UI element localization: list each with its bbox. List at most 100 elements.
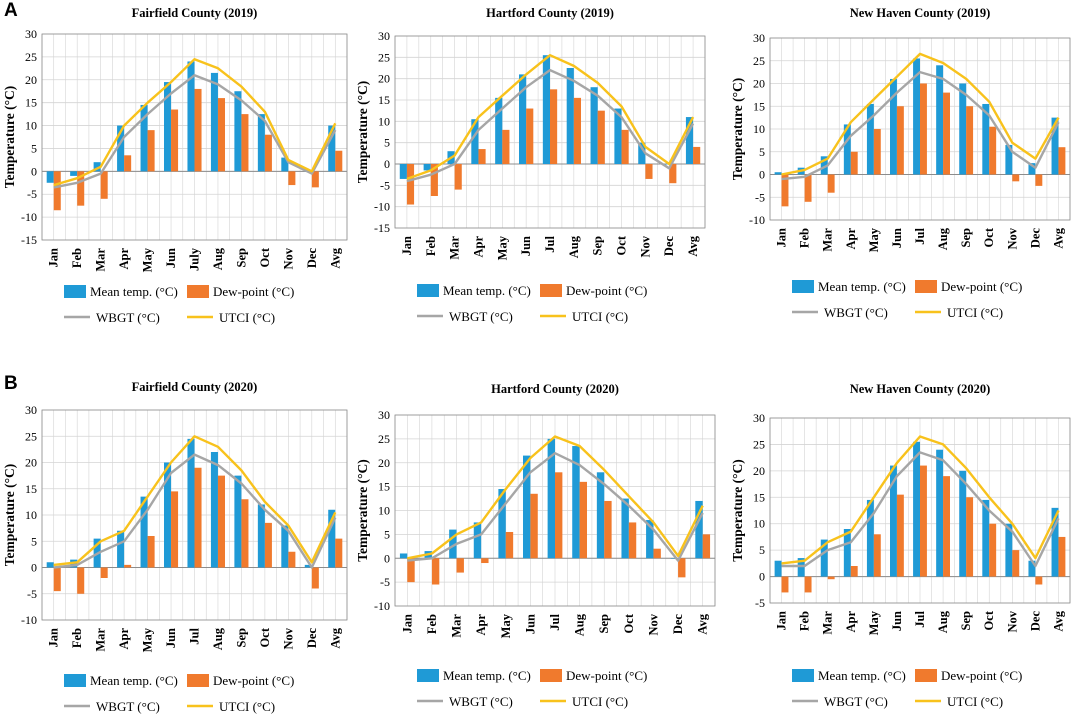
dew-point-bar	[693, 146, 701, 164]
x-tick-label: Avg	[686, 235, 700, 256]
panel-label-a: A	[4, 0, 18, 21]
chart-title: New Haven County (2019)	[850, 6, 991, 20]
mean-temp-bar	[638, 142, 646, 164]
x-tick-label: Dec	[305, 248, 319, 269]
legend-wbgt: WBGT (°C)	[417, 309, 513, 324]
legend-wbgt: WBGT (°C)	[792, 694, 888, 709]
dew-point-bar	[430, 164, 438, 196]
dew-point-bar	[454, 164, 462, 190]
x-tick-label: May	[867, 610, 881, 635]
y-tick-label: 25	[378, 432, 390, 446]
dew-point-bar	[1058, 536, 1066, 577]
y-tick-label: -5	[755, 190, 765, 204]
legend-dew-point: Dew-point (°C)	[187, 284, 294, 299]
mean-temp-bar	[328, 509, 336, 568]
y-tick-label: 10	[378, 114, 390, 128]
x-tick-label: Mar	[448, 236, 462, 260]
dew-point-bar	[406, 164, 415, 205]
x-tick-label: Oct	[982, 610, 996, 630]
mean-temp-bar	[913, 58, 920, 175]
x-tick-label: Feb	[70, 628, 84, 648]
legend-dew-point: Dew-point (°C)	[915, 668, 1022, 683]
chart-2: -15 -10 -5 0 5 10 15 20 25 30 Jan Feb Mar Apr May Jun Ju…	[355, 6, 706, 324]
x-tick-label: Oct	[622, 613, 636, 633]
dew-point-bar	[628, 522, 637, 559]
dew-point-bar	[669, 164, 677, 184]
legend-dew-point: Dew-point (°C)	[187, 673, 294, 688]
x-tick-label: Avg	[696, 613, 710, 634]
x-tick-label: Apr	[117, 628, 131, 650]
x-tick-label: Jun	[890, 611, 904, 631]
y-tick-label: 30	[753, 411, 765, 425]
x-tick-label: Feb	[424, 236, 438, 256]
x-tick-label: Dec	[305, 628, 319, 649]
x-tick-label: Sep	[591, 236, 605, 256]
y-axis-label: Temperature (°C)	[2, 464, 17, 567]
mean-temp-bar	[117, 125, 125, 172]
dew-point-bar	[288, 551, 296, 568]
y-tick-label: 0	[759, 168, 765, 182]
dew-point-bar	[873, 129, 881, 175]
dew-point-bar	[1058, 147, 1066, 175]
chart-title: Hartford County (2019)	[486, 6, 614, 20]
x-tick-label: Oct	[258, 627, 272, 647]
x-tick-label: July	[188, 247, 202, 271]
y-tick-label: -5	[27, 587, 37, 601]
legend-label: Dew-point (°C)	[566, 283, 647, 298]
dew-point-bar	[530, 493, 538, 559]
x-tick-label: Apr	[471, 236, 485, 258]
utci-line	[781, 435, 1060, 565]
mean-temp-bar	[140, 104, 148, 172]
legend-label: Dew-point (°C)	[941, 279, 1022, 294]
legend-mean-temp: Mean temp. (°C)	[417, 668, 531, 683]
legend-dew-point: Dew-point (°C)	[915, 279, 1022, 294]
mean-temp-bar	[140, 496, 148, 568]
legend-label: WBGT (°C)	[824, 305, 888, 320]
dew-point-bar	[597, 110, 605, 164]
legend-wbgt: WBGT (°C)	[64, 310, 160, 325]
dew-point-bar	[100, 171, 108, 199]
legend-label: UTCI (°C)	[572, 309, 628, 324]
x-tick-label: Apr	[844, 611, 858, 633]
legend-label: UTCI (°C)	[572, 694, 628, 709]
x-tick-label: Nov	[646, 613, 660, 635]
dew-point-bar	[53, 171, 61, 211]
x-tick-label: Feb	[798, 611, 812, 631]
legend-mean-temp: Mean temp. (°C)	[417, 283, 531, 298]
legend-swatch	[417, 284, 439, 297]
dew-point-bar	[621, 129, 629, 164]
dew-point-bar	[550, 89, 558, 164]
x-tick-label: Oct	[615, 235, 629, 255]
mean-temp-bar	[774, 172, 782, 175]
dew-point-bar	[678, 558, 686, 578]
dew-point-bar	[194, 88, 202, 172]
y-tick-label: 20	[378, 72, 390, 86]
legend-dew-point: Dew-point (°C)	[540, 283, 647, 298]
mean-temp-bar	[670, 558, 679, 559]
x-tick-label: Jan	[400, 236, 414, 256]
x-tick-label: Sep	[597, 614, 611, 634]
wbgt-line	[781, 451, 1060, 568]
wbgt-line	[781, 70, 1060, 181]
mean-temp-bar	[1005, 523, 1013, 577]
dew-point-bar	[53, 567, 61, 592]
y-tick-label: 10	[25, 508, 37, 522]
dew-point-bar	[288, 171, 296, 186]
x-tick-label: Mar	[450, 614, 464, 638]
x-tick-label: Jun	[890, 228, 904, 248]
y-tick-label: 10	[753, 122, 765, 136]
x-tick-label: Jan	[775, 228, 789, 248]
mean-temp-bar	[164, 82, 172, 172]
dew-point-bar	[264, 522, 272, 568]
mean-temp-bar	[281, 157, 289, 172]
mean-temp-bar	[423, 164, 431, 171]
dew-point-bar	[217, 98, 225, 172]
plot-frame	[394, 414, 716, 607]
dew-point-bar	[653, 548, 661, 559]
x-tick-label: Feb	[425, 614, 439, 634]
dew-point-bar	[1035, 174, 1043, 186]
plot-frame	[769, 37, 1071, 221]
mean-temp-bar	[70, 171, 78, 176]
x-tick-label: Aug	[936, 227, 950, 250]
